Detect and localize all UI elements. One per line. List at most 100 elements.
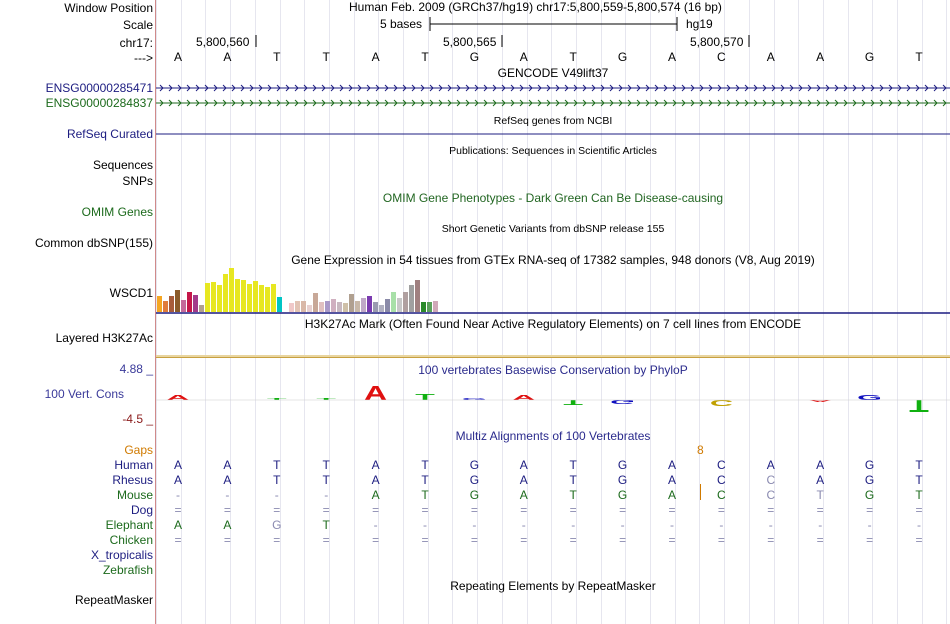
strand-chevron (312, 84, 317, 92)
gtex-tissue-bar (379, 305, 384, 312)
strand-arrow-label[interactable]: ---> (134, 51, 153, 65)
repeatmasker-label[interactable]: RepeatMasker (74, 593, 153, 607)
dbsnp-title[interactable]: Short Genetic Variants from dbSNP releas… (441, 223, 665, 235)
strand-chevron (411, 84, 416, 92)
strand-chevron (879, 99, 884, 107)
gridline (353, 0, 355, 624)
reference-base: T (322, 50, 330, 64)
coord-label-2: 5,800,565 (443, 35, 497, 49)
gene-tracks[interactable] (156, 82, 950, 107)
strand-chevron (753, 99, 758, 107)
gridline (575, 0, 577, 624)
species-label[interactable]: Chicken (109, 533, 153, 547)
publications-title[interactable]: Publications: Sequences in Scientific Ar… (449, 145, 657, 157)
common-dbsnp-label[interactable]: Common dbSNP(155) (34, 236, 153, 250)
strand-chevron (591, 99, 596, 107)
scale-text: 5 bases (380, 17, 423, 31)
species-label[interactable]: Human (114, 458, 153, 472)
gridline (156, 0, 157, 624)
aligned-base: = (915, 533, 923, 547)
strand-chevron (852, 99, 857, 107)
strand-chevron (519, 84, 524, 92)
gtex-tissue-bar (277, 297, 282, 312)
gtex-tissue-bar (295, 301, 300, 312)
strand-chevron (897, 84, 902, 92)
gencode-title[interactable]: GENCODE V49lift37 (497, 66, 609, 80)
species-label[interactable]: Elephant (105, 518, 153, 532)
aligned-base: - (324, 488, 329, 502)
phylop-letter: C (710, 398, 733, 408)
aligned-base: - (670, 518, 674, 532)
sequences-label[interactable]: Sequences (92, 158, 153, 172)
multiz-title[interactable]: Multiz Alignments of 100 Vertebrates (455, 429, 651, 443)
refseq-curated-label[interactable]: RefSeq Curated (66, 127, 153, 141)
h3k27ac-signal[interactable] (156, 355, 950, 361)
omim-genes-label[interactable]: OMIM Genes (81, 205, 153, 219)
aligned-base: A (766, 458, 775, 472)
aligned-base: A (223, 518, 232, 532)
gaps-label[interactable]: Gaps (124, 443, 153, 457)
aligned-base: = (223, 533, 231, 547)
strand-chevron (654, 99, 659, 107)
aligned-base: = (174, 533, 182, 547)
aligned-base: = (717, 503, 725, 517)
aligned-base: A (667, 458, 676, 472)
strand-chevron (843, 99, 848, 107)
aligned-base: A (667, 473, 676, 487)
gtex-title[interactable]: Gene Expression in 54 tissues from GTEx … (291, 253, 815, 267)
refseq-title[interactable]: RefSeq genes from NCBI (493, 115, 613, 127)
aligned-base: = (816, 533, 824, 547)
strand-chevron (465, 84, 470, 92)
aligned-base: T (569, 473, 577, 487)
strand-chevron (672, 99, 677, 107)
ensg-284837-label[interactable]: ENSG00000284837 (45, 96, 153, 110)
phylop-letter: A (809, 399, 832, 402)
species-label[interactable]: Dog (130, 503, 153, 517)
strand-chevron (627, 84, 632, 92)
strand-chevron (186, 99, 191, 107)
strand-chevron (798, 99, 803, 107)
strand-chevron (240, 84, 245, 92)
aligned-base: A (371, 488, 380, 502)
strand-chevron (492, 84, 497, 92)
refseq-line[interactable] (156, 133, 950, 135)
gtex-bar-chart[interactable] (156, 262, 950, 316)
strand-chevron (726, 99, 731, 107)
phylop-letter: G (610, 399, 635, 405)
strand-chevron (636, 99, 641, 107)
gtex-tissue-bar (307, 305, 312, 312)
aligned-base: G (469, 458, 480, 472)
repeatmasker-title[interactable]: Repeating Elements by RepeatMasker (450, 579, 656, 593)
snps-label[interactable]: SNPs (122, 174, 153, 188)
species-label[interactable]: Rhesus (112, 473, 153, 487)
wscd1-label[interactable]: WSCD1 (109, 286, 153, 300)
strand-chevron (609, 84, 614, 92)
phylop-title[interactable]: 100 vertebrates Basewise Conservation by… (418, 363, 688, 377)
gtex-tissue-bar (271, 284, 276, 312)
strand-chevron (582, 99, 587, 107)
gtex-tissue-bar (229, 268, 234, 312)
phylop-logo[interactable]: A T T A T G AT G C A G T (156, 370, 950, 420)
strand-chevron (609, 99, 614, 107)
aligned-base: C (717, 473, 726, 487)
aligned-base: - (867, 518, 872, 532)
strand-chevron (789, 84, 794, 92)
aligned-base: = (717, 533, 725, 547)
omim-title[interactable]: OMIM Gene Phenotypes - Dark Green Can Be… (382, 191, 724, 205)
strand-chevron (294, 99, 299, 107)
species-label[interactable]: Mouse (116, 488, 153, 502)
gtex-tissue-bar (199, 305, 204, 312)
vert-cons-label[interactable]: 100 Vert. Cons (44, 387, 124, 401)
ensg-285471-label[interactable]: ENSG00000285471 (45, 81, 153, 95)
layered-h3k27ac-label[interactable]: Layered H3K27Ac (55, 331, 153, 345)
aligned-base: G (864, 488, 875, 502)
window-position-text[interactable]: Human Feb. 2009 (GRCh37/hg19) chr17:5,80… (349, 0, 722, 14)
strand-chevron (393, 99, 398, 107)
h3k27ac-title[interactable]: H3K27Ac Mark (Often Found Near Active Re… (304, 317, 802, 331)
species-label[interactable]: X_tropicalis (90, 548, 153, 562)
aligned-base: G (864, 458, 875, 472)
reference-base: T (421, 50, 429, 64)
species-label[interactable]: Zebrafish (102, 563, 153, 577)
strand-chevron (807, 99, 812, 107)
aligned-base: = (866, 503, 874, 517)
